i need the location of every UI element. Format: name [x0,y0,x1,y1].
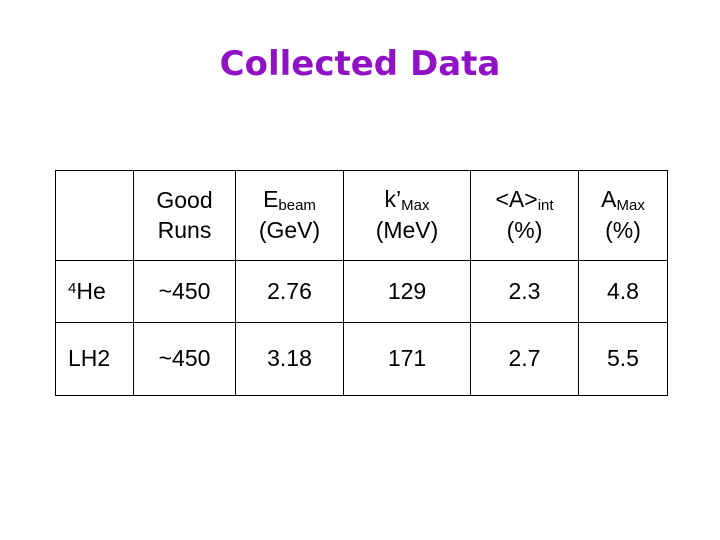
header-sub: Max [616,197,645,215]
title: Collected Data [219,44,501,84]
header-cell: k’Max (MeV) [343,170,471,261]
header-sub: int [537,197,554,215]
row-label-main: LH2 [68,345,111,372]
data-cell: ~450 [133,260,236,323]
data-cell: ~450 [133,322,236,396]
corner-cell [55,170,134,261]
header-cell: Ebeam (GeV) [235,170,344,261]
row-label: 4He [55,260,134,323]
data-table: Good Runs Ebeam (GeV) k’Max (MeV) <A>int (%… [55,170,668,396]
data-cell: 2.76 [235,260,344,323]
header-unit: (MeV) [375,216,439,243]
data-cell: 4.8 [578,260,668,323]
header-symbol: <A> [495,186,538,213]
header-symbol: k’ [384,186,402,213]
data-cell: 129 [343,260,471,323]
header-symbol: A [601,186,617,213]
data-row: LH2 ~450 3.18 171 2.7 5.5 [55,322,668,396]
data-cell: 5.5 [578,322,668,396]
header-text: Good Runs [156,186,213,243]
header-unit: (%) [605,216,641,243]
header-sub: beam [278,197,316,215]
data-row: 4He ~450 2.76 129 2.3 4.8 [55,260,668,323]
header-cell: Good Runs [133,170,236,261]
header-unit: (%) [506,216,543,243]
header-cell: <A>int (%) [470,170,579,261]
data-cell: 2.3 [470,260,579,323]
header-cell: AMax (%) [578,170,668,261]
row-label: LH2 [55,322,134,396]
data-cell: 2.7 [470,322,579,396]
header-unit: (GeV) [258,216,321,243]
header-sub: Max [401,197,430,215]
row-label-main: He [76,277,106,304]
data-cell: 3.18 [235,322,344,396]
data-cell: 171 [343,322,471,396]
header-symbol: E [263,186,279,213]
row-label-sup: 4 [68,279,77,297]
header-row: Good Runs Ebeam (GeV) k’Max (MeV) <A>int (%… [55,170,668,261]
